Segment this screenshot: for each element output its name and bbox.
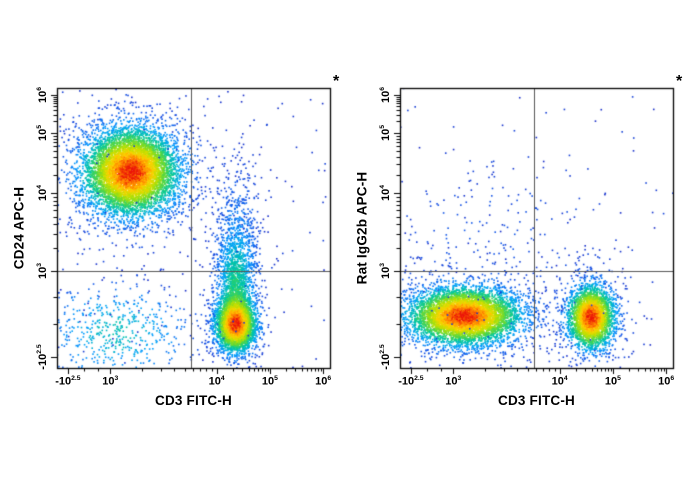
x-tick-label-right-1: 103 — [445, 375, 462, 388]
y-axis-label-left: CD24 APC-H — [11, 186, 27, 270]
y-tick-label-left-3: 105 — [36, 124, 49, 141]
y-tick-label-right-1: 103 — [379, 263, 392, 280]
y-tick-label-right-4: 106 — [379, 86, 392, 104]
y-tick-label-left-2: 104 — [36, 184, 49, 202]
x-tick-label-left-4: 106 — [315, 375, 332, 388]
x-tick-label-right-0: -102.5 — [398, 375, 424, 388]
y-tick-label-left-4: 106 — [36, 86, 49, 104]
x-tick-label-left-3: 105 — [261, 375, 278, 388]
x-axis-label-right: CD3 FITC-H — [498, 393, 575, 408]
corner-asterisk-left: * — [333, 73, 340, 90]
corner-asterisk-right: * — [676, 73, 683, 90]
x-axis-label-left: CD3 FITC-H — [155, 393, 232, 408]
y-axis-label-right: Rat IgG2b APC-H — [354, 171, 370, 285]
x-tick-label-left-1: 103 — [102, 375, 119, 388]
y-tick-label-right-2: 104 — [379, 184, 392, 202]
x-tick-label-right-3: 105 — [604, 375, 621, 388]
y-tick-label-right-3: 105 — [379, 124, 392, 141]
x-tick-label-right-2: 104 — [551, 375, 568, 388]
y-tick-label-left-0: -102.5 — [36, 344, 49, 370]
x-tick-label-right-4: 106 — [658, 375, 675, 388]
x-tick-label-left-2: 104 — [208, 375, 225, 388]
x-tick-label-left-0: -102.5 — [55, 375, 81, 388]
y-tick-label-left-1: 103 — [36, 263, 49, 280]
y-tick-label-right-0: -102.5 — [379, 344, 392, 370]
